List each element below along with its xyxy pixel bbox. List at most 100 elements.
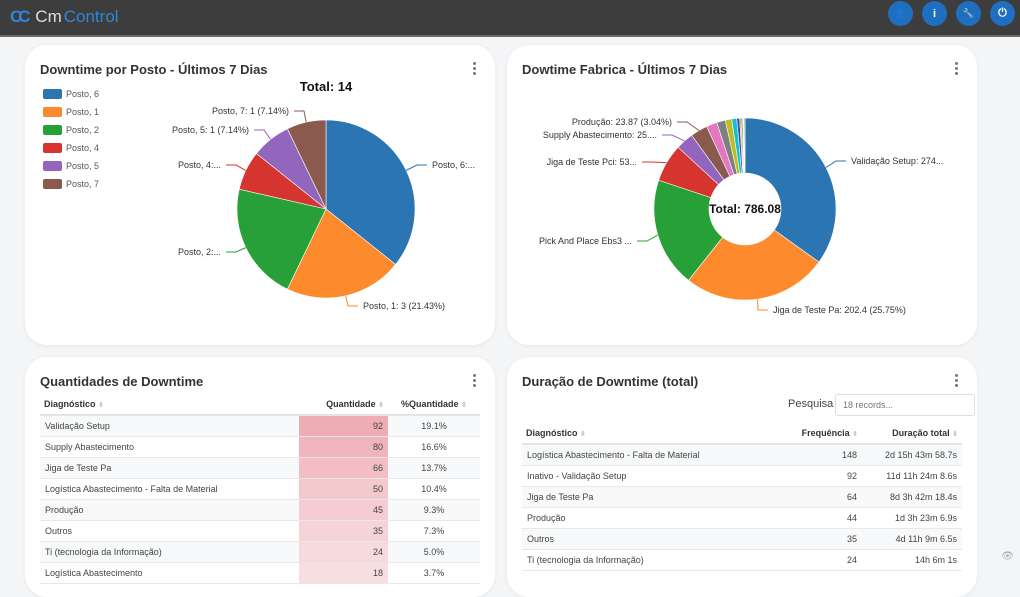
data-label: Jiga de Teste Pa: 202.4 (25.75%) xyxy=(773,305,906,315)
info-button[interactable]: i xyxy=(922,1,947,26)
pct-cell: 13.7% xyxy=(388,457,480,479)
label-leader xyxy=(226,247,247,253)
quantidade-cell: 50 xyxy=(299,478,388,500)
diagnostico-cell: Outros xyxy=(522,528,762,550)
fabrica-chart-card: Dowtime Fabrica - Últimos 7 Dias Validaç… xyxy=(507,45,977,345)
column-header-quantidade[interactable]: Quantidade ⬍ xyxy=(299,394,388,416)
frequencia-cell: 64 xyxy=(762,486,862,508)
table-row[interactable]: Inativo - Validação Setup 92 11d 11h 24m 8… xyxy=(522,465,962,487)
legend-item[interactable]: Posto, 2 xyxy=(43,121,99,139)
more-options-icon[interactable] xyxy=(471,62,477,77)
column-header-duracao[interactable]: Duração total ⬍ xyxy=(862,423,962,445)
pct-cell: 19.1% xyxy=(388,415,480,437)
quantidade-cell: 80 xyxy=(299,436,388,458)
label-leader xyxy=(345,295,358,307)
legend-label: Posto, 5 xyxy=(66,161,100,171)
more-options-icon[interactable] xyxy=(953,374,959,389)
pie-slice[interactable] xyxy=(744,117,837,263)
table-row[interactable]: Outros 35 4d 11h 9m 6.5s xyxy=(522,528,962,550)
table-row[interactable]: Logística Abastecimento - Falta de Mater… xyxy=(40,478,480,500)
label-leader xyxy=(294,110,307,123)
data-label: Posto, 6:... xyxy=(432,160,475,170)
user-icon: 👤 xyxy=(894,8,907,18)
diagnostico-cell: Ti (tecnologia da Informação) xyxy=(522,549,762,571)
frequencia-cell: 24 xyxy=(762,549,862,571)
column-header-diagnostico[interactable]: Diagnóstico ⬍ xyxy=(522,423,762,445)
top-bar: CC Cm Control 👤 i 🔧 ⏻ xyxy=(0,0,1020,37)
data-label: Produção: 23.87 (3.04%) xyxy=(572,117,672,127)
table-row[interactable]: Jiga de Teste Pa 64 8d 3h 42m 18.4s xyxy=(522,486,962,508)
frequencia-cell: 35 xyxy=(762,528,862,550)
legend-swatch xyxy=(43,125,62,135)
table-row[interactable]: Ti (tecnologia da Informação) 24 5.0% xyxy=(40,541,480,563)
search-input[interactable] xyxy=(835,394,975,416)
pie-slice[interactable] xyxy=(653,179,724,281)
table-row[interactable]: Produção 44 1d 3h 23m 6.9s xyxy=(522,507,962,529)
legend-label: Posto, 2 xyxy=(66,125,100,135)
data-label: Supply Abastecimento: 25.... xyxy=(543,130,657,140)
sort-icon: ⬍ xyxy=(580,431,586,438)
data-label: Jiga de Teste Pci: 53... xyxy=(547,157,637,167)
legend-item[interactable]: Posto, 1 xyxy=(43,103,99,121)
posto-pie-chart: Posto, 6:... Posto, 1: 3 (21.43%) Posto, 2… xyxy=(172,79,475,311)
label-leader xyxy=(226,164,247,171)
label-leader xyxy=(757,299,768,311)
legend-label: Posto, 1 xyxy=(66,107,100,117)
diagnostico-cell: Logística Abastecimento xyxy=(40,562,299,584)
column-header-diagnostico[interactable]: Diagnóstico ⬍ xyxy=(40,394,299,416)
legend-item[interactable]: Posto, 4 xyxy=(43,139,99,157)
pct-cell: 5.0% xyxy=(388,541,480,563)
sort-icon: ⬍ xyxy=(98,402,104,409)
pct-cell: 7.3% xyxy=(388,520,480,542)
pie-slice[interactable] xyxy=(688,229,820,301)
legend-label: Posto, 7 xyxy=(66,179,100,189)
table-row[interactable]: Outros 35 7.3% xyxy=(40,520,480,542)
logout-button[interactable]: ⏻ xyxy=(990,1,1015,26)
legend-item[interactable]: Posto, 6 xyxy=(43,85,99,103)
label-leader xyxy=(662,134,685,142)
sort-icon: ⬍ xyxy=(952,431,958,438)
duracao-cell: 11d 11h 24m 8.6s xyxy=(862,465,962,487)
table-row[interactable]: Ti (tecnologia da Informação) 24 14h 6m 1s xyxy=(522,549,962,571)
diagnostico-cell: Produção xyxy=(40,499,299,521)
legend-item[interactable]: Posto, 7 xyxy=(43,175,99,193)
column-header-pct-quantidade[interactable]: %Quantidade ⬍ xyxy=(388,394,480,416)
label-leader xyxy=(642,161,667,164)
eye-icon[interactable]: 👁 xyxy=(1001,551,1014,562)
more-options-icon[interactable] xyxy=(953,62,959,77)
legend-item[interactable]: Posto, 5 xyxy=(43,157,99,175)
label-leader xyxy=(405,164,427,171)
sort-icon: ⬍ xyxy=(461,402,467,409)
duracao-cell: 2d 15h 43m 58.7s xyxy=(862,444,962,466)
quantidade-cell: 92 xyxy=(299,415,388,437)
fabrica-donut-chart: Validação Setup: 274... Jiga de Teste Pa:… xyxy=(539,117,943,315)
chart-legend: Posto, 6 Posto, 1 Posto, 2 Posto, 4 Posto, 5… xyxy=(43,85,99,193)
legend-label: Posto, 4 xyxy=(66,143,100,153)
legend-swatch xyxy=(43,161,62,171)
table-row[interactable]: Logística Abastecimento 18 3.7% xyxy=(40,562,480,584)
chart-total: Total: 14 xyxy=(300,79,353,94)
data-label: Posto, 1: 3 (21.43%) xyxy=(363,301,445,311)
duracao-cell: 1d 3h 23m 6.9s xyxy=(862,507,962,529)
logo[interactable]: CC Cm Control xyxy=(10,7,119,26)
user-button[interactable]: 👤 xyxy=(888,1,913,26)
posto-chart-card: Downtime por Posto - Últimos 7 Dias Post… xyxy=(25,45,495,345)
table-row[interactable]: Jiga de Teste Pa 66 13.7% xyxy=(40,457,480,479)
quantidade-cell: 35 xyxy=(299,520,388,542)
frequencia-cell: 92 xyxy=(762,465,862,487)
diagnostico-cell: Ti (tecnologia da Informação) xyxy=(40,541,299,563)
more-options-icon[interactable] xyxy=(471,374,477,389)
diagnostico-cell: Logística Abastecimento - Falta de Mater… xyxy=(522,444,762,466)
pie-slice[interactable] xyxy=(743,117,746,174)
table-row[interactable]: Logística Abastecimento - Falta de Mater… xyxy=(522,444,962,466)
data-label: Pick And Place Ebs3 ... xyxy=(539,236,632,246)
legend-swatch xyxy=(43,89,62,99)
diagnostico-cell: Supply Abastecimento xyxy=(40,436,299,458)
table-row[interactable]: Supply Abastecimento 80 16.6% xyxy=(40,436,480,458)
table-row[interactable]: Produção 45 9.3% xyxy=(40,499,480,521)
settings-button[interactable]: 🔧 xyxy=(956,1,981,26)
diagnostico-cell: Inativo - Validação Setup xyxy=(522,465,762,487)
column-header-frequencia[interactable]: Frequência ⬍ xyxy=(762,423,862,445)
pct-cell: 9.3% xyxy=(388,499,480,521)
table-row[interactable]: Validação Setup 92 19.1% xyxy=(40,415,480,437)
